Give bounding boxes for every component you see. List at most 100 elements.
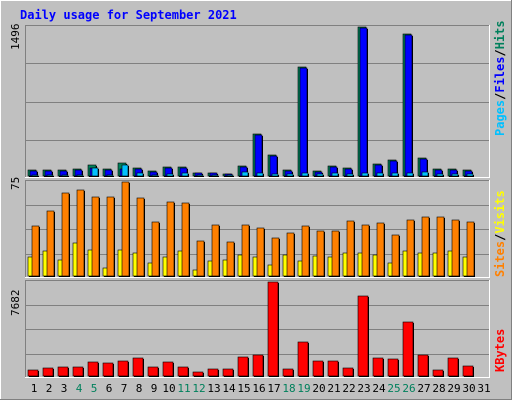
sites-bar-day-21: [331, 230, 340, 277]
x-label-day-13: 13: [207, 382, 220, 395]
x-label-day-1: 1: [31, 382, 38, 395]
x-label-day-22: 22: [342, 382, 355, 395]
pages-bar-day-5: [91, 167, 99, 177]
x-label-day-15: 15: [237, 382, 250, 395]
sites-bar-day-14: [226, 241, 235, 277]
kbytes-bar-day-17: [267, 281, 279, 377]
kbytes-bar-day-12: [192, 371, 204, 377]
kbytes-bar-day-13: [207, 368, 219, 377]
pages-bar-day-27: [421, 171, 429, 177]
x-label-day-28: 28: [432, 382, 445, 395]
pages-bar-day-16: [256, 172, 264, 177]
kbytes-bar-day-8: [132, 357, 144, 377]
pages-bar-day-17: [271, 173, 279, 177]
x-label-day-2: 2: [46, 382, 53, 395]
kbytes-bar-day-19: [297, 341, 309, 377]
sites-bar-day-22: [346, 220, 355, 277]
legend-kbytes: KBytes: [493, 329, 507, 372]
pages-bar-day-4-shadow: [78, 176, 84, 177]
kbytes-panel: [25, 280, 490, 378]
sites-bar-day-1: [31, 225, 40, 277]
legend-files: Files: [493, 57, 507, 93]
sites-bar-day-18: [286, 232, 295, 277]
sites-bar-day-29: [451, 219, 460, 277]
kbytes-bar-day-10: [162, 361, 174, 377]
pages-bar-day-6: [106, 174, 114, 177]
x-label-day-20: 20: [312, 382, 325, 395]
files-bar-day-23: [359, 27, 368, 177]
legend-hits-panel: Pages/Files/Hits: [493, 20, 507, 136]
sites-visits-panel: [25, 180, 490, 278]
pages-bar-day-7: [121, 164, 129, 177]
hits-files-pages-panel: [25, 25, 490, 178]
x-label-day-10: 10: [162, 382, 175, 395]
x-label-day-19: 19: [297, 382, 310, 395]
kbytes-bar-day-11: [177, 366, 189, 377]
pages-bar-day-8: [136, 172, 144, 177]
legend-pages: Pages: [493, 100, 507, 136]
x-label-day-24: 24: [372, 382, 386, 395]
y-max-label-hits: 1496: [9, 24, 22, 51]
sites-bar-day-15: [241, 224, 250, 277]
sites-bar-day-17: [271, 237, 280, 277]
sites-bar-day-23: [361, 224, 370, 277]
x-label-day-7: 7: [121, 382, 128, 395]
x-label-day-23: 23: [357, 382, 370, 395]
sites-bar-day-11: [181, 202, 190, 277]
pages-bar-day-12-shadow: [198, 176, 204, 177]
sites-bar-day-12: [196, 240, 205, 277]
sites-bar-day-8: [136, 197, 145, 277]
kbytes-bar-day-18: [282, 368, 294, 377]
x-label-day-26: 26: [402, 382, 415, 395]
legend-hits: Hits: [493, 20, 507, 49]
pages-bar-day-24: [376, 172, 384, 177]
legend-sep-1: /: [493, 93, 507, 100]
pages-bar-day-1-shadow: [33, 176, 39, 177]
x-label-day-29: 29: [447, 382, 460, 395]
pages-bar-day-3-shadow: [63, 176, 69, 177]
kbytes-bar-day-9: [147, 366, 159, 377]
files-bar-day-17: [269, 155, 278, 177]
pages-bar-day-22: [346, 173, 354, 177]
sites-bar-day-28: [436, 216, 445, 277]
kbytes-bar-day-24: [372, 357, 384, 377]
pages-bar-day-19: [301, 172, 309, 177]
legend-visits-panel: Sites/Visits: [493, 190, 507, 277]
kbytes-bar-day-16: [252, 354, 264, 377]
sites-bar-day-2: [46, 210, 55, 277]
pages-bar-day-28: [436, 173, 444, 177]
x-label-day-3: 3: [61, 382, 68, 395]
sites-bar-day-16: [256, 227, 265, 277]
x-label-day-21: 21: [327, 382, 340, 395]
x-label-day-27: 27: [417, 382, 430, 395]
x-label-day-25: 25: [387, 382, 400, 395]
kbytes-bar-day-26: [402, 321, 414, 377]
x-label-day-6: 6: [106, 382, 113, 395]
pages-bar-day-1: [31, 174, 39, 177]
sites-bar-day-26: [406, 219, 415, 277]
sites-bar-day-20: [316, 230, 325, 277]
files-bar-day-19: [299, 67, 308, 177]
kbytes-bar-day-21: [327, 360, 339, 377]
pages-bar-day-9-shadow: [153, 176, 159, 177]
kbytes-bar-day-4: [72, 366, 84, 377]
sites-bar-day-5: [91, 196, 100, 277]
legend-sites: Sites: [493, 241, 507, 277]
kbytes-bar-day-20: [312, 360, 324, 377]
pages-bar-day-23: [361, 172, 369, 177]
pages-bar-day-25: [391, 172, 399, 177]
sites-bar-day-19: [301, 225, 310, 277]
files-bar-day-26: [404, 34, 413, 177]
sites-bar-day-7: [121, 181, 130, 277]
y-max-label-visits: 75: [9, 177, 22, 190]
pages-bar-day-13-shadow: [213, 176, 219, 177]
pages-bar-day-20: [316, 173, 324, 177]
pages-bar-day-13: [211, 174, 219, 177]
kbytes-bar-day-1: [27, 369, 39, 377]
kbytes-bar-day-7: [117, 360, 129, 377]
pages-bar-day-9: [151, 174, 159, 177]
sites-bar-day-25: [391, 234, 400, 277]
kbytes-bar-day-22: [342, 367, 354, 377]
x-label-day-8: 8: [136, 382, 143, 395]
pages-bar-day-12: [196, 174, 204, 177]
